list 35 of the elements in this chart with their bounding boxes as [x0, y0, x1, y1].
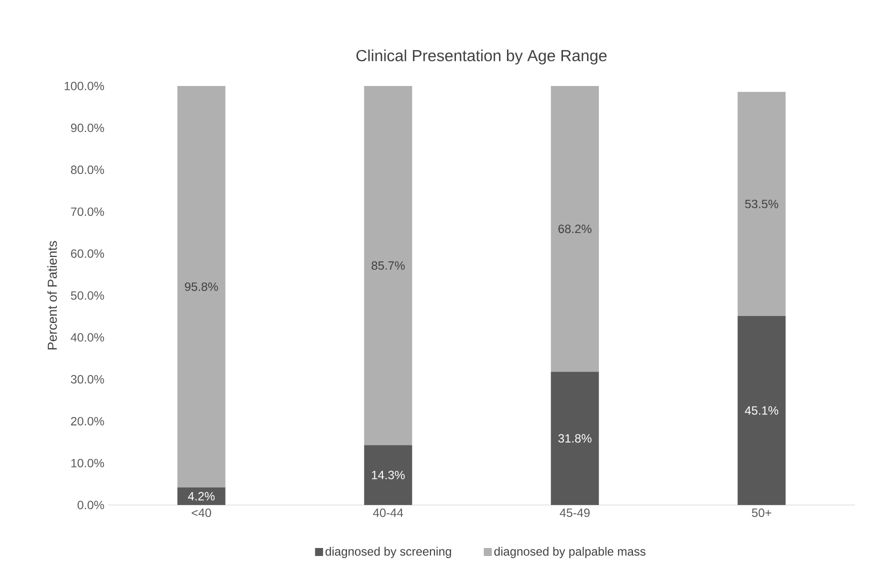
y-tick-label: 80.0%	[70, 166, 104, 174]
y-tick-label: 90.0%	[71, 124, 104, 132]
bar	[738, 92, 786, 316]
bar	[177, 487, 226, 505]
bar	[177, 86, 226, 488]
data-label: 85.7%	[372, 261, 405, 270]
data-label: 31.8%	[558, 434, 592, 443]
bar	[550, 86, 599, 372]
y-tick-label: 70.0%	[71, 207, 104, 216]
x-tick-label: 45-49	[560, 508, 590, 518]
data-label: 53.5%	[745, 200, 778, 208]
chart-title: Clinical Presentation by Age Range	[356, 50, 607, 64]
legend-label: diagnosed by screening	[326, 546, 452, 558]
y-tick-label: 40.0%	[70, 333, 104, 342]
y-tick-label: 50.0%	[70, 291, 104, 300]
y-tick-label: 10.0%	[71, 458, 104, 468]
bar	[550, 372, 599, 505]
y-tick-label: 20.0%	[71, 416, 104, 426]
data-label: 95.8%	[184, 282, 218, 291]
y-axis-title: Percent of Patients	[47, 241, 57, 350]
data-label: 68.2%	[558, 224, 592, 234]
y-tick-label: 100.0%	[64, 82, 104, 90]
legend-label: diagnosed by palpable mass	[494, 546, 646, 558]
bar	[738, 316, 786, 505]
x-tick-label: 50+	[752, 508, 772, 518]
data-label: 4.2%	[188, 492, 215, 500]
x-tick-label: <40	[192, 508, 212, 518]
y-tick-label: 30.0%	[70, 375, 104, 384]
data-label: 14.3%	[372, 470, 405, 480]
y-tick-label: 0.0%	[78, 500, 104, 510]
x-tick-label: 40-44	[373, 508, 404, 518]
bar	[364, 445, 412, 505]
y-tick-label: 60.0%	[71, 249, 104, 258]
data-label: 45.1%	[744, 406, 778, 415]
bar	[364, 86, 412, 446]
